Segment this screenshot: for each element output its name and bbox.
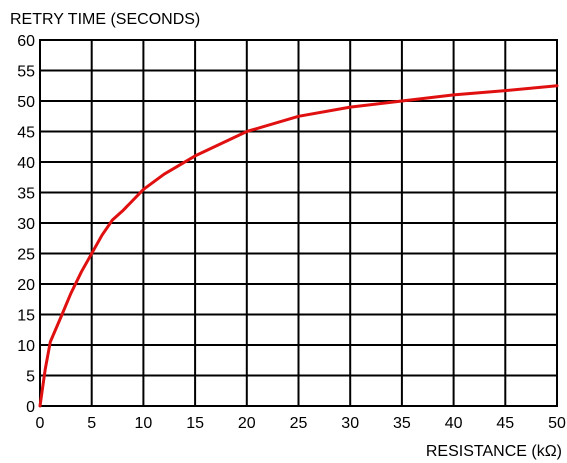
plot-area-border <box>39 39 558 407</box>
y-tick-label-20: 20 <box>17 277 35 294</box>
y-tick-label-15: 15 <box>17 308 35 325</box>
x-tick-label-10: 10 <box>135 415 153 432</box>
y-axis-ticks: 0 5 10 15 20 25 30 35 40 45 50 55 60 <box>17 33 35 416</box>
chart-grid <box>39 39 558 407</box>
x-tick-label-40: 40 <box>445 415 463 432</box>
y-tick-label-45: 45 <box>17 125 35 142</box>
x-tick-label-30: 30 <box>341 415 359 432</box>
x-axis-title: RESISTANCE (kΩ) <box>426 443 562 460</box>
chart-series <box>38 84 559 408</box>
y-tick-label-40: 40 <box>17 155 35 172</box>
y-tick-label-25: 25 <box>17 247 35 264</box>
x-tick-label-45: 45 <box>496 415 514 432</box>
x-tick-label-15: 15 <box>186 415 204 432</box>
y-axis-title: RETRY TIME (SECONDS) <box>10 11 200 28</box>
x-tick-label-5: 5 <box>87 415 96 432</box>
y-tick-label-30: 30 <box>17 216 35 233</box>
x-tick-label-35: 35 <box>393 415 411 432</box>
y-tick-label-0: 0 <box>26 399 35 416</box>
y-tick-label-10: 10 <box>17 338 35 355</box>
y-tick-label-55: 55 <box>17 64 35 81</box>
x-tick-label-25: 25 <box>290 415 308 432</box>
series-line-0 <box>38 84 559 408</box>
y-tick-label-60: 60 <box>17 33 35 50</box>
x-tick-label-50: 50 <box>548 415 566 432</box>
x-axis-ticks: 0 5 10 15 20 25 30 35 40 45 50 <box>36 415 566 432</box>
y-tick-label-5: 5 <box>26 369 35 386</box>
x-tick-label-20: 20 <box>238 415 256 432</box>
x-tick-label-0: 0 <box>36 415 45 432</box>
y-tick-label-50: 50 <box>17 94 35 111</box>
y-tick-label-35: 35 <box>17 186 35 203</box>
